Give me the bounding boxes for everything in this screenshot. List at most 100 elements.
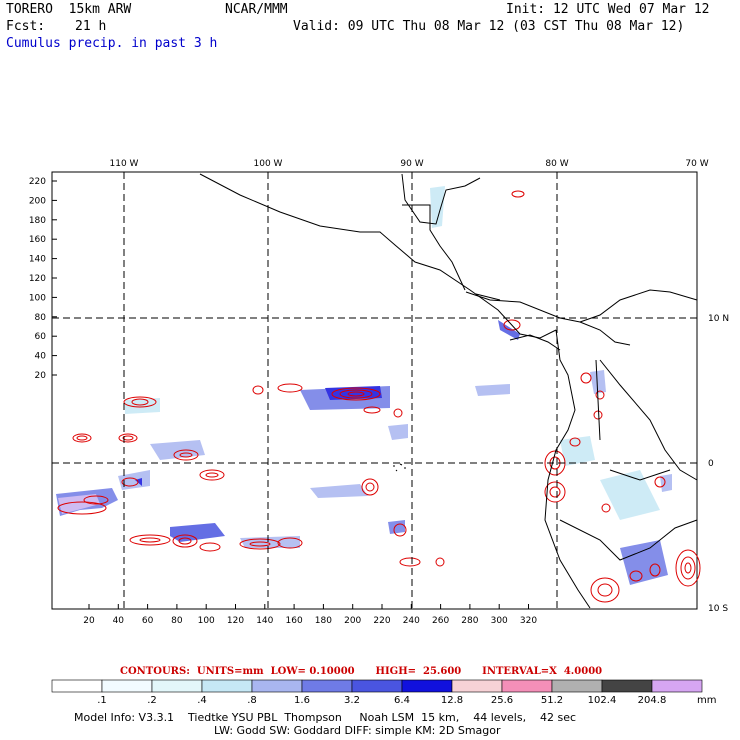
- explicit-contour: [178, 537, 192, 545]
- colorbar-unit: mm: [697, 695, 717, 706]
- explicit-contour: [511, 190, 525, 198]
- x-tick-label: 80: [171, 616, 183, 626]
- colorbar-swatch: [301, 679, 353, 693]
- x-axis-ticks: 20 40 60 80 100 120 140 160 180 200 220 240 260 280 30…: [83, 604, 537, 626]
- colorbar-swatch: [201, 679, 253, 693]
- x-tick-label: 320: [520, 616, 537, 626]
- x-tick-label: 220: [373, 616, 390, 626]
- explicit-contour: [361, 478, 379, 496]
- explicit-contour: [569, 437, 581, 447]
- cumulus-area: [150, 440, 205, 460]
- model-info-line1: Model Info: V3.3.1 Tiedtke YSU PBL Thomp…: [74, 711, 577, 724]
- colorbar-swatch: [401, 679, 453, 693]
- colorbar-swatch: [51, 679, 103, 693]
- explicit-contour: [629, 570, 643, 582]
- x-tick-label: 180: [315, 616, 332, 626]
- longitude-labels: 110 W 100 W 90 W 80 W 70 W: [110, 159, 709, 169]
- colorbar-swatch: [351, 679, 403, 693]
- explicit-contour: [675, 549, 701, 587]
- cumulus-area: [430, 186, 445, 228]
- y-tick-label: 80: [35, 313, 47, 323]
- cumulus-area: [388, 424, 408, 440]
- y-tick-label: 120: [29, 274, 46, 284]
- coastlines: [199, 173, 698, 609]
- cumulus-area: [590, 370, 606, 394]
- colorbar-tick-label: 1.6: [294, 695, 310, 706]
- explicit-contour: [601, 503, 611, 513]
- explicit-contour: [122, 435, 134, 441]
- init-time: Init: 12 UTC Wed 07 Mar 12: [506, 2, 710, 17]
- cumulus-precip-areas: [56, 186, 672, 585]
- explicit-contour: [76, 435, 88, 441]
- x-tick-label: 260: [432, 616, 449, 626]
- x-tick-label: 100: [198, 616, 215, 626]
- fcst-label: Fcst:: [6, 19, 46, 34]
- colorbar-swatch: [101, 679, 153, 693]
- explicit-contour: [57, 501, 107, 515]
- y-tick-label: 220: [29, 177, 46, 187]
- y-tick-label: 180: [29, 216, 46, 226]
- colorbar-tick-label: 25.6: [490, 695, 514, 706]
- colorbar-tick-label: .8: [247, 695, 257, 706]
- explicit-contour: [435, 557, 445, 567]
- explicit-contour: [649, 563, 661, 577]
- colorbar-swatch: [651, 679, 703, 693]
- colorbar-swatch: [151, 679, 203, 693]
- x-tick-label: 200: [344, 616, 361, 626]
- colorbar-swatch: [251, 679, 303, 693]
- explicit-contour: [503, 319, 521, 331]
- colorbar-swatch: [501, 679, 553, 693]
- colorbar-tick-label: 3.2: [344, 695, 360, 706]
- cumulus-area: [475, 384, 510, 396]
- explicit-contour: [239, 538, 281, 550]
- explicit-contour: [131, 398, 149, 406]
- x-tick-label: 120: [227, 616, 244, 626]
- model-title: TORERO 15km ARW: [6, 2, 132, 17]
- cumulus-area: [125, 398, 160, 414]
- cumulus-area: [660, 474, 672, 492]
- colorbar-tick-label: 6.4: [394, 695, 410, 706]
- coastline-yucatan-belize: [402, 204, 466, 291]
- x-tick-label: 20: [83, 616, 95, 626]
- x-tick-label: 160: [286, 616, 303, 626]
- cumulus-area: [170, 523, 225, 542]
- coastline-peru: [559, 519, 698, 561]
- explicit-contour: [339, 389, 373, 399]
- colorbar-tick-label: 204.8: [637, 695, 667, 706]
- colorbar: [51, 679, 703, 693]
- explicit-contour: [72, 433, 92, 443]
- center-title: NCAR/MMM: [225, 2, 288, 17]
- explicit-contour: [173, 449, 199, 461]
- latitude-label: 10 S: [708, 604, 728, 614]
- explicit-contour: [399, 557, 421, 567]
- latitude-label: 10 N: [708, 314, 729, 324]
- x-tick-label: 40: [113, 616, 125, 626]
- longitude-label: 90 W: [400, 159, 423, 169]
- colorbar-tick-label: .2: [147, 695, 157, 706]
- coastline-caribbean: [465, 291, 631, 346]
- coastline-andes: [599, 359, 698, 481]
- longitude-label: 80 W: [545, 159, 568, 169]
- explicit-contour: [684, 562, 692, 574]
- graticule: [52, 172, 697, 609]
- cumulus-area: [58, 494, 100, 514]
- y-tick-label: 20: [35, 371, 47, 381]
- x-tick-label: 240: [403, 616, 420, 626]
- longitude-label: 70 W: [685, 159, 708, 169]
- explicit-contour: [118, 433, 138, 443]
- explicit-contour: [363, 406, 381, 414]
- explicit-contour: [331, 387, 381, 401]
- y-tick-label: 60: [35, 332, 47, 342]
- explicit-contour: [205, 472, 219, 478]
- explicit-contour: [365, 482, 375, 492]
- map-frame: [51, 171, 698, 610]
- longitude-label: 100 W: [254, 159, 283, 169]
- explicit-contour: [549, 486, 561, 498]
- explicit-contour: [593, 410, 603, 420]
- cumulus-area: [310, 484, 368, 498]
- explicit-contour: [595, 390, 605, 400]
- colorbar-swatch: [551, 679, 603, 693]
- latitude-labels: 10 N 0 10 S: [708, 314, 729, 614]
- explicit-contour: [393, 408, 403, 418]
